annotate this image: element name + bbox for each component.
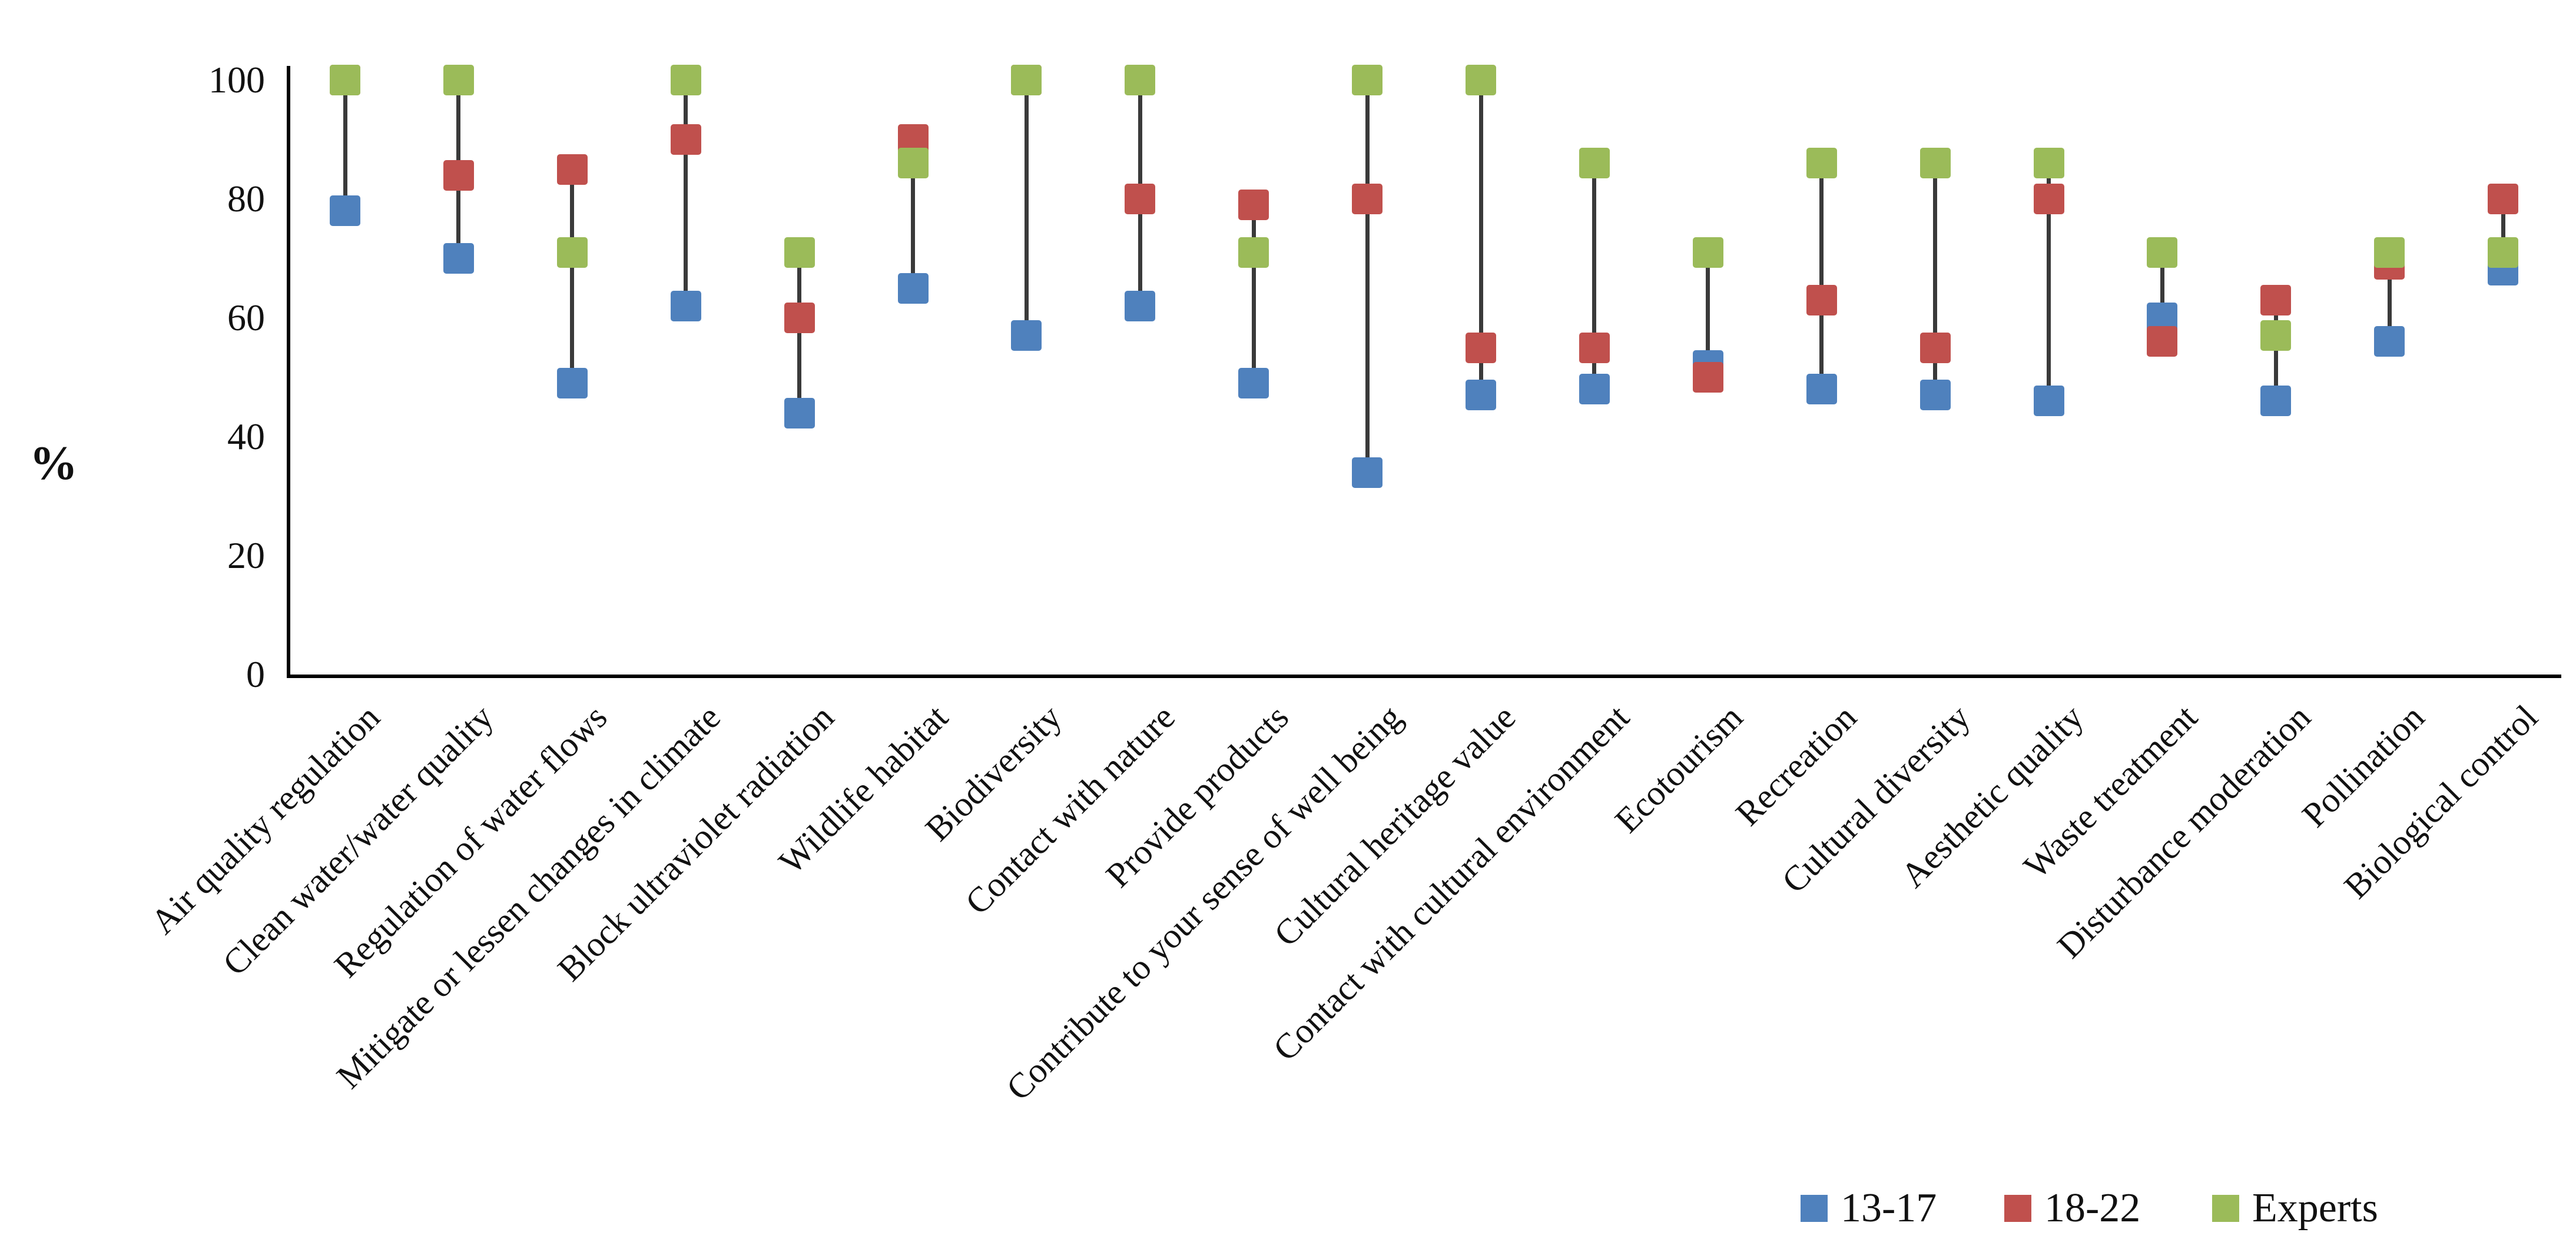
marker-13-17: [897, 273, 929, 304]
marker-18-22: [1692, 362, 1723, 393]
legend-swatch-13-17: [1801, 1195, 1828, 1222]
y-axis-tick-label: 40: [227, 416, 265, 457]
marker-18-22: [2147, 326, 2178, 357]
y-axis-tick-label: 60: [227, 297, 265, 338]
legend-item: Experts: [2212, 1188, 2378, 1229]
marker-experts: [1919, 148, 1951, 179]
marker-13-17: [2260, 386, 2292, 417]
marker-18-22: [1352, 184, 1383, 214]
connector-line: [2501, 199, 2505, 271]
connector-line: [1024, 80, 1029, 336]
marker-experts: [443, 65, 474, 95]
marker-18-22: [1238, 190, 1269, 221]
legend-swatch-experts: [2212, 1195, 2239, 1222]
connector-line: [1933, 163, 1938, 396]
y-axis-tick-label: 100: [208, 59, 265, 101]
connector-line: [1251, 205, 1256, 384]
connector-line: [1706, 252, 1710, 377]
marker-experts: [1466, 65, 1496, 95]
connector-line: [343, 80, 347, 211]
marker-13-17: [443, 243, 474, 274]
x-axis-line: [287, 675, 2561, 678]
marker-experts: [1125, 65, 1156, 95]
marker-experts: [784, 237, 815, 268]
marker-13-17: [1466, 380, 1496, 411]
marker-13-17: [2374, 326, 2405, 357]
legend-item: 18-22: [2004, 1188, 2140, 1229]
marker-experts: [556, 237, 588, 268]
y-axis-title: %: [29, 436, 78, 490]
marker-13-17: [784, 397, 815, 428]
marker-13-17: [1919, 380, 1951, 411]
marker-18-22: [670, 124, 701, 155]
y-axis-tick-label: 0: [246, 653, 265, 695]
y-axis-line: [287, 66, 290, 678]
marker-experts: [1806, 148, 1837, 179]
marker-13-17: [670, 290, 701, 321]
marker-experts: [1352, 65, 1383, 95]
marker-13-17: [1011, 320, 1042, 351]
marker-18-22: [784, 303, 815, 333]
connector-line: [1478, 80, 1483, 396]
category-label: Contact with nature: [957, 697, 1182, 922]
connector-line: [1592, 163, 1597, 390]
marker-13-17: [1238, 368, 1269, 399]
marker-13-17: [1352, 457, 1383, 488]
marker-18-22: [1806, 284, 1837, 315]
marker-experts: [1579, 148, 1610, 179]
marker-18-22: [1125, 184, 1156, 214]
marker-18-22: [2260, 284, 2292, 315]
marker-experts: [2260, 320, 2292, 351]
y-axis-tick-label: 80: [227, 178, 265, 220]
legend-swatch-18-22: [2004, 1195, 2031, 1222]
connector-line: [570, 169, 575, 384]
connector-line: [1365, 80, 1370, 473]
connector-line: [1819, 163, 1824, 390]
connector-line: [2160, 252, 2164, 342]
marker-experts: [670, 65, 701, 95]
marker-18-22: [1579, 332, 1610, 363]
marker-13-17: [1806, 374, 1837, 405]
marker-experts: [2033, 148, 2064, 179]
marker-experts: [2374, 237, 2405, 268]
connector-line: [2387, 252, 2392, 342]
marker-experts: [1238, 237, 1269, 268]
marker-18-22: [443, 160, 474, 191]
marker-18-22: [556, 154, 588, 185]
marker-13-17: [556, 368, 588, 399]
category-label: Biological control: [2336, 697, 2545, 906]
marker-13-17: [1125, 290, 1156, 321]
marker-13-17: [330, 195, 360, 227]
legend-label: Experts: [2252, 1185, 2378, 1231]
connector-line: [911, 139, 915, 288]
marker-13-17: [2033, 386, 2064, 417]
connector-line: [2047, 163, 2051, 401]
legend-label: 13-17: [1841, 1185, 1937, 1231]
marker-13-17: [1579, 374, 1610, 405]
marker-18-22: [2033, 184, 2064, 214]
category-label: Contribute to your sense of well being: [999, 697, 1410, 1108]
marker-experts: [2147, 237, 2178, 268]
marker-experts: [897, 148, 929, 179]
connector-line: [684, 80, 688, 306]
marker-experts: [330, 65, 360, 95]
marker-18-22: [1919, 332, 1951, 363]
legend-item: 13-17: [1801, 1188, 1937, 1229]
y-axis-tick-label: 20: [227, 534, 265, 576]
marker-experts: [1692, 237, 1723, 268]
marker-experts: [2488, 237, 2519, 268]
marker-experts: [1011, 65, 1042, 95]
legend-label: 18-22: [2044, 1185, 2141, 1231]
marker-18-22: [2488, 184, 2519, 214]
marker-18-22: [1466, 332, 1496, 363]
